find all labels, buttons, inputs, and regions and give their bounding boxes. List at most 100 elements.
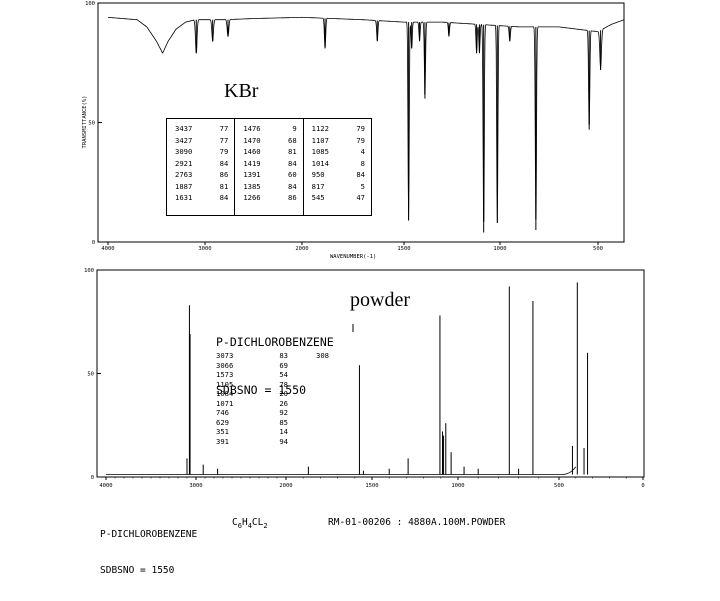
ir-peak-row: 3437 77 xyxy=(175,123,228,135)
ir-peak-row: 1470 68 xyxy=(243,135,296,147)
ir-annotation: KBr xyxy=(224,80,259,102)
raman-peak-row: 1105 78 xyxy=(216,380,288,390)
ir-peak-row: 3090 79 xyxy=(175,146,228,158)
raman-y-tick-label: 50 xyxy=(87,372,94,378)
raman-peak-row: 3066 69 xyxy=(216,361,288,371)
raman-y-tick-label: 0 xyxy=(91,475,94,481)
spectra-figure: 0 50 100 4000 3000 2000 1500 1000 500 WAVENUMBER(… xyxy=(82,1,645,576)
raman-baseline-trace xyxy=(106,466,577,475)
ir-peak-transmittance: 84 xyxy=(356,170,365,179)
ir-x-tick-label: 1500 xyxy=(397,246,410,252)
ir-y-tick-label: 0 xyxy=(92,240,95,246)
raman-subtitle: SDBSNO = 1550 xyxy=(216,383,307,397)
ir-peak-transmittance: 86 xyxy=(219,170,229,179)
ir-peak-transmittance: 86 xyxy=(288,193,297,202)
ir-peak-row: 1122 79 xyxy=(312,123,365,135)
ir-peak-row: 1014 8 xyxy=(312,158,365,170)
raman-peak-row: 391 94 xyxy=(216,437,288,447)
raman-peak-wavenumber: 629 xyxy=(216,417,229,427)
footer-name: P-DICHLOROBENZENE xyxy=(100,529,198,540)
raman-x-tick-label: 500 xyxy=(554,483,564,489)
raman-peak-table: 3073 83 3066 69 1573 54 1105 78 1084 20 1071 26 746 9… xyxy=(216,351,288,446)
ir-peak-transmittance: 81 xyxy=(288,147,297,156)
raman-peak-wavenumber: 391 xyxy=(216,436,229,446)
raman-title: P-DICHLOROBENZENE xyxy=(216,335,334,349)
raman-peak-intensity: 94 xyxy=(279,436,288,446)
ir-peak-wavenumber: 1460 xyxy=(243,147,261,156)
footer-code: RM-01-00206 : 4880A.100M.POWDER xyxy=(328,517,506,528)
ir-peak-wavenumber: 1085 xyxy=(311,147,329,156)
ir-peak-wavenumber: 2763 xyxy=(175,170,193,179)
formula-element: CL xyxy=(251,517,264,528)
formula-subscript: 4 xyxy=(247,521,252,530)
raman-y-tick-label: 100 xyxy=(84,268,94,274)
ir-peak-transmittance: 9 xyxy=(292,124,297,133)
ir-peak-wavenumber: 3090 xyxy=(175,147,193,156)
ir-peak-row: 1419 84 xyxy=(243,158,296,170)
ir-peak-transmittance: 47 xyxy=(356,193,365,202)
footer-formula: C6H4CL2 xyxy=(232,517,268,530)
raman-peak-row: 351 14 xyxy=(216,427,288,437)
raman-peak-intensity: 54 xyxy=(279,370,288,379)
ir-peak-transmittance: 84 xyxy=(288,181,297,191)
spectrum-footer: P-DICHLOROBENZENE SDBSNO = 1550 xyxy=(100,505,197,601)
ir-peak-wavenumber: 950 xyxy=(311,170,325,179)
ir-peak-transmittance: 60 xyxy=(288,170,297,179)
ir-peak-wavenumber: 1476 xyxy=(243,124,261,133)
raman-spectrum-chart: 0 50 100 4000 3000 2000 1500 1000 500 0 xyxy=(84,268,645,489)
ir-spectrum-chart: 0 50 100 4000 3000 2000 1500 1000 500 WAVENUMBER(… xyxy=(82,1,625,260)
ir-peak-transmittance: 84 xyxy=(219,193,229,202)
ir-peak-transmittance: 77 xyxy=(219,124,229,133)
ir-peak-row: 1385 84 xyxy=(243,181,296,193)
ir-x-tick-label: 500 xyxy=(593,246,603,252)
ir-x-tick-label: 3000 xyxy=(198,246,211,252)
ir-peak-row: 1887 81 xyxy=(175,181,228,193)
raman-x-tick-label: 4000 xyxy=(99,483,112,489)
ir-peak-wavenumber: 1391 xyxy=(243,170,261,179)
ir-peak-column: 1122 79 1107 79 1085 4 1014 8 950 84 817 5 545 47 xyxy=(302,119,371,215)
raman-peak-wavenumber: 1084 xyxy=(216,389,234,398)
raman-peak-intensity: 69 xyxy=(279,360,288,370)
ir-peak-row: 1085 4 xyxy=(312,146,365,158)
raman-x-tick-label: 1500 xyxy=(365,483,378,489)
raman-x-tick-label: 2000 xyxy=(279,483,292,489)
ir-peak-wavenumber: 1122 xyxy=(311,124,329,133)
formula-subscript: 6 xyxy=(237,521,242,530)
ir-peak-transmittance: 84 xyxy=(288,158,297,168)
ir-x-tick-label: 2000 xyxy=(295,246,308,252)
raman-peak-wavenumber: 1573 xyxy=(216,370,234,379)
ir-x-tick-label: 1000 xyxy=(493,246,506,252)
ir-peak-transmittance: 5 xyxy=(360,181,365,191)
ir-peak-wavenumber: 1014 xyxy=(311,158,329,168)
ir-peak-row: 1631 84 xyxy=(175,192,228,204)
ir-peak-transmittance: 68 xyxy=(288,135,297,145)
raman-peak-wavenumber: 746 xyxy=(216,408,229,417)
ir-x-axis-label: WAVENUMBER(-1) xyxy=(330,254,376,260)
raman-peak-intensity: 92 xyxy=(279,408,288,417)
ir-y-axis-label: TRANSMITTANCE(%) xyxy=(82,96,88,149)
ir-peak-wavenumber: 817 xyxy=(311,181,325,191)
ir-y-tick-label: 100 xyxy=(85,1,95,7)
ir-peak-row: 1460 81 xyxy=(243,146,296,158)
ir-peak-row: 1391 60 xyxy=(243,169,296,181)
raman-peak-intensity: 20 xyxy=(279,389,288,398)
ir-peak-transmittance: 79 xyxy=(219,147,229,156)
ir-peak-wavenumber: 1631 xyxy=(175,193,193,202)
raman-peak-wavenumber: 3066 xyxy=(216,360,234,370)
ir-peak-transmittance: 4 xyxy=(360,147,365,156)
formula-element: H xyxy=(241,517,248,528)
raman-peak-row: 746 92 xyxy=(216,408,288,418)
ir-peak-wavenumber: 1419 xyxy=(243,158,261,168)
ir-peak-row: 2763 86 xyxy=(175,169,228,181)
ir-peak-row: 1476 9 xyxy=(243,123,296,135)
ir-spectrum-trace xyxy=(107,16,625,223)
raman-header: P-DICHLOROBENZENE SDBSNO = 1550 xyxy=(216,302,334,430)
raman-annotation: powder xyxy=(350,289,410,311)
ir-peak-wavenumber: 545 xyxy=(311,193,325,202)
ir-peak-column: 3437 77 3427 77 3090 79 2921 84 2763 86 1887 81 1631… xyxy=(167,119,234,215)
raman-peak-wavenumber: 3073 xyxy=(216,351,234,360)
ir-peak-wavenumber: 1385 xyxy=(243,181,261,191)
formula-subscript: 2 xyxy=(263,521,268,530)
ir-peak-transmittance: 79 xyxy=(356,135,365,145)
raman-peak-row: 3073 83 xyxy=(216,351,288,361)
